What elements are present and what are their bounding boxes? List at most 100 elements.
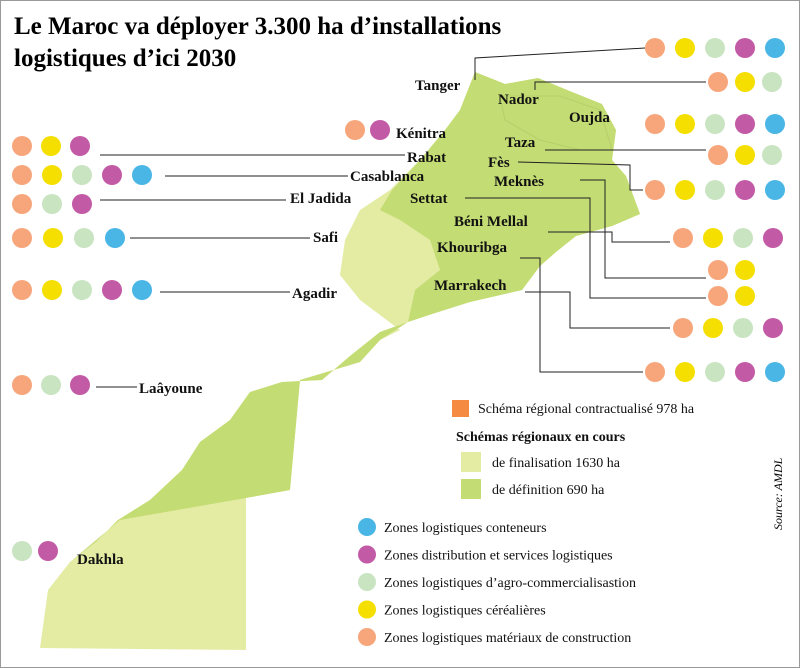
- zone-dot: [12, 194, 32, 214]
- city-label: Tanger: [415, 78, 461, 94]
- map: [40, 72, 640, 650]
- zone-dot: [708, 145, 728, 165]
- zone-dot: [41, 136, 61, 156]
- city-label: Khouribga: [437, 240, 508, 256]
- leader-line: [534, 81, 706, 90]
- city-label: Agadir: [292, 286, 337, 302]
- zone-dot: [735, 145, 755, 165]
- zone-dot: [345, 120, 365, 140]
- zone-dot: [675, 362, 695, 382]
- legend-label: de finalisation 1630 ha: [492, 456, 621, 471]
- zone-dot: [132, 165, 152, 185]
- zone-dot: [735, 286, 755, 306]
- contracted-swatch: [452, 400, 469, 417]
- zone-dot: [673, 318, 693, 338]
- zone-dot: [12, 280, 32, 300]
- zone-dot: [735, 38, 755, 58]
- zone-dot: [705, 180, 725, 200]
- zone-dot: [102, 165, 122, 185]
- city-label: Kénitra: [396, 126, 446, 142]
- zone-dot: [72, 165, 92, 185]
- zone-dot: [735, 362, 755, 382]
- zone-dot: [675, 114, 695, 134]
- zone-dot: [132, 280, 152, 300]
- zone-dot: [72, 194, 92, 214]
- zone-dot: [705, 38, 725, 58]
- city-label: Meknès: [494, 174, 544, 190]
- zone-dot: [705, 114, 725, 134]
- zone-dot: [763, 228, 783, 248]
- zone-dot: [12, 541, 32, 561]
- legend-label: Zones logistiques conteneurs: [384, 521, 547, 536]
- leader-line: [465, 197, 706, 299]
- zone-dot: [38, 541, 58, 561]
- zone-dot: [12, 136, 32, 156]
- zone-dot: [42, 194, 62, 214]
- zone-dot: [70, 136, 90, 156]
- leader-line: [520, 257, 643, 373]
- zone-dot: [70, 375, 90, 395]
- leader-line: [580, 179, 706, 279]
- leader-line: [517, 161, 643, 191]
- zone-dot: [705, 362, 725, 382]
- legend-heading: Schémas régionaux en cours: [456, 430, 626, 445]
- zone-dot: [41, 375, 61, 395]
- zone-dot: [765, 362, 785, 382]
- zone-dot: [733, 318, 753, 338]
- zone-dot: [762, 72, 782, 92]
- zone-dot: [42, 280, 62, 300]
- zone-dot: [358, 573, 376, 591]
- region-definition-south: [70, 322, 408, 562]
- zone-dot: [703, 318, 723, 338]
- zone-legend: Zones logistiques conteneurs Zones distri…: [358, 518, 636, 646]
- title: logistiques d’ici 2030: [14, 45, 236, 72]
- zone-dot: [675, 38, 695, 58]
- zone-dot: [765, 38, 785, 58]
- zone-dot: [762, 145, 782, 165]
- zone-dot: [765, 114, 785, 134]
- city-label: Settat: [410, 191, 448, 207]
- zone-dot: [358, 545, 376, 564]
- zone-dot: [43, 228, 63, 248]
- legend-label: Schéma régional contractualisé 978 ha: [478, 402, 695, 417]
- zone-dot: [74, 228, 94, 248]
- city-label: Laâyoune: [139, 381, 203, 397]
- zone-dot: [12, 375, 32, 395]
- city-label: El Jadida: [290, 191, 352, 207]
- zone-dot: [765, 180, 785, 200]
- zone-dot: [708, 72, 728, 92]
- zone-dot: [370, 120, 390, 140]
- legend-label: Zones logistiques matériaux de construct…: [384, 631, 631, 646]
- zone-dot: [733, 228, 753, 248]
- city-label: Béni Mellal: [454, 214, 528, 230]
- city-label: Casablanca: [350, 169, 425, 185]
- city-label: Fès: [488, 155, 510, 171]
- legend-label: Zones distribution et services logistiqu…: [384, 549, 613, 564]
- cities: Tanger Nador Oujda Kénitra Rabat Taza Fès Casab…: [12, 38, 785, 568]
- zone-dot: [102, 280, 122, 300]
- city-label: Nador: [498, 92, 539, 108]
- zone-dot: [358, 518, 376, 536]
- region-swatch: [461, 479, 481, 499]
- zone-dot: [645, 38, 665, 58]
- zone-dot: [763, 318, 783, 338]
- zone-dot: [708, 286, 728, 306]
- zone-dot: [358, 600, 376, 619]
- city-label: Marrakech: [434, 278, 507, 294]
- zone-dot: [645, 180, 665, 200]
- legend-label: de définition 690 ha: [492, 483, 605, 498]
- leader-line: [525, 291, 670, 329]
- leader-line: [548, 231, 670, 243]
- city-label: Dakhla: [77, 552, 124, 568]
- zone-dot: [735, 180, 755, 200]
- title: Le Maroc va déployer 3.300 ha d’installa…: [14, 13, 502, 40]
- zone-dot: [673, 228, 693, 248]
- zone-dot: [703, 228, 723, 248]
- zone-dot: [735, 72, 755, 92]
- zone-dot: [72, 280, 92, 300]
- city-label: Safi: [313, 230, 338, 246]
- region-legend: de finalisation 1630 ha de définition 690…: [461, 452, 621, 499]
- legend-label: Zones logistiques céréalières: [384, 604, 546, 619]
- city-label: Rabat: [407, 150, 446, 166]
- zone-dot: [358, 628, 376, 646]
